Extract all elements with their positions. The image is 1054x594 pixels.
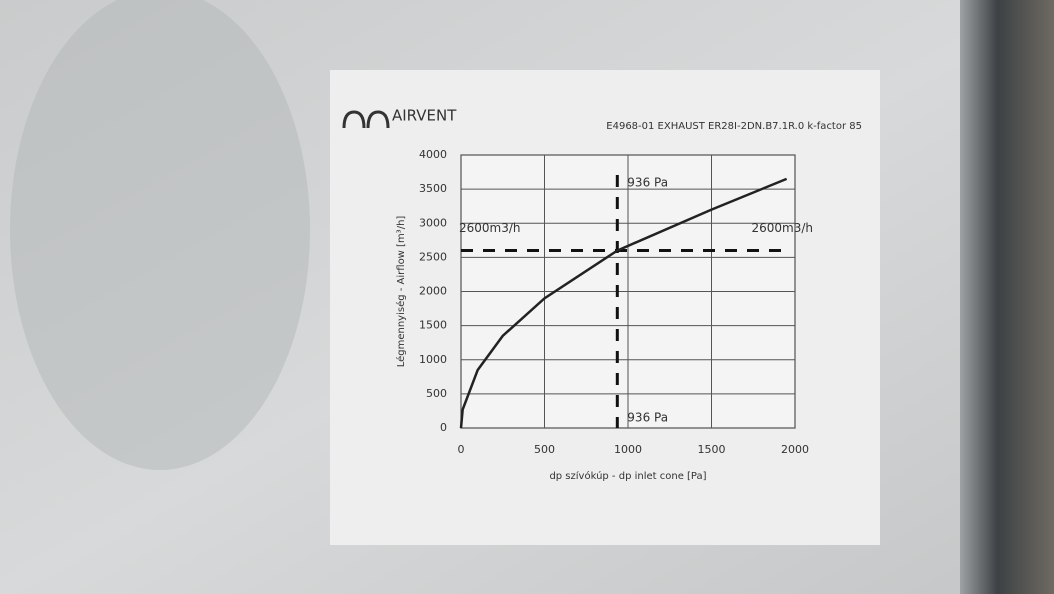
y-tick-label: 1000 — [419, 353, 447, 366]
y-tick-label: 0 — [440, 421, 447, 434]
y-tick-label: 2500 — [419, 250, 447, 263]
annotation: 936 Pa — [627, 411, 668, 425]
annotation: 2600m3/h — [459, 221, 521, 235]
window-frame — [960, 0, 1054, 594]
x-tick-label: 1500 — [698, 443, 726, 456]
brand-name: AIRVENT — [392, 107, 457, 125]
data-line — [459, 177, 788, 429]
y-tick-label: 3500 — [419, 182, 447, 195]
y-axis-label: Légmennyiség - Airflow [m³/h] — [395, 216, 407, 368]
y-tick-label: 1500 — [419, 319, 447, 332]
y-tick-label: 3000 — [419, 216, 447, 229]
logo — [342, 110, 390, 129]
y-tick-label: 2000 — [419, 285, 447, 298]
shadow — [10, 0, 310, 470]
x-tick-label: 1000 — [614, 443, 642, 456]
logo-mark — [342, 110, 390, 129]
annotation: 2600m3/h — [751, 221, 813, 235]
x-axis-label: dp szívókúp - dp inlet cone [Pa] — [549, 470, 706, 482]
y-tick-label: 500 — [426, 387, 447, 400]
x-tick-label: 0 — [458, 443, 465, 456]
x-tick-label: 500 — [534, 443, 555, 456]
x-tick-label: 2000 — [781, 443, 809, 456]
annotation: 936 Pa — [627, 176, 668, 190]
chart-title: E4968-01 EXHAUST ER28I-2DN.B7.1R.0 k-fac… — [606, 121, 862, 132]
y-tick-label: 4000 — [419, 148, 447, 161]
